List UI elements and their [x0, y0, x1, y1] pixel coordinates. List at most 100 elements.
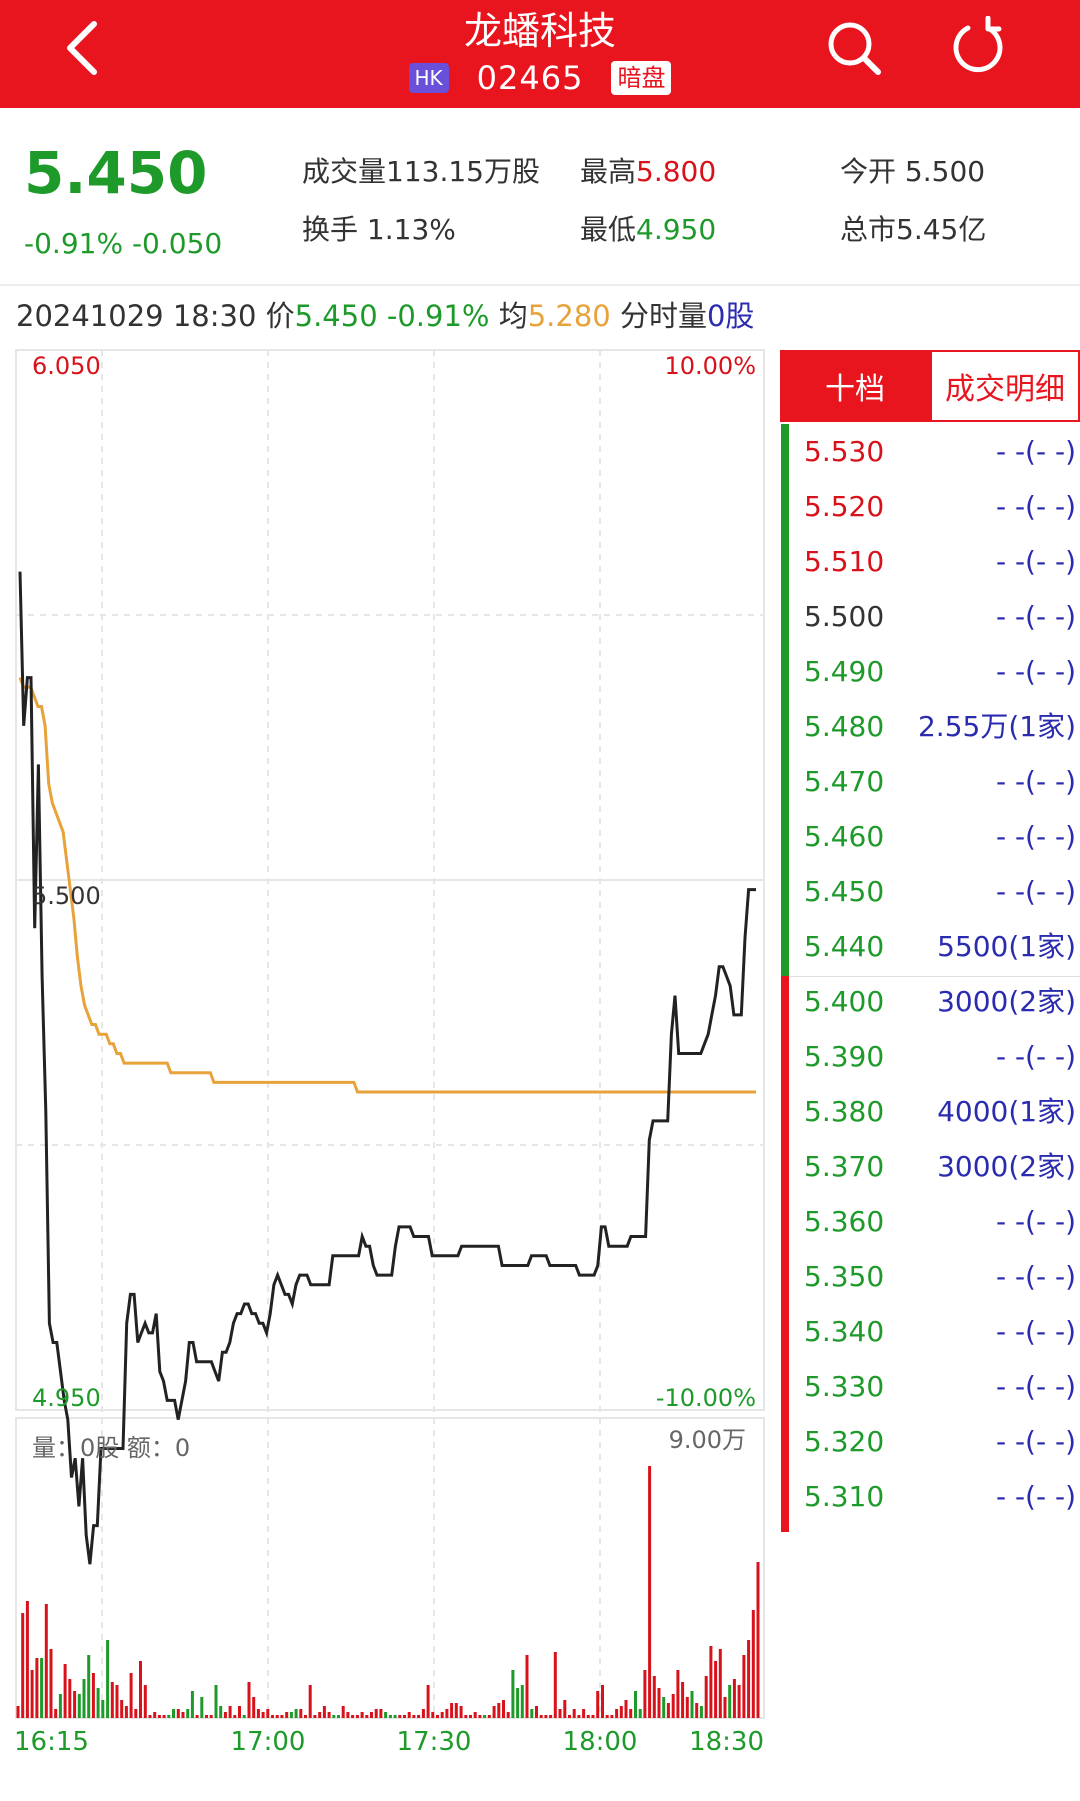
volume-bar	[615, 1709, 619, 1718]
volume-bar	[304, 1715, 307, 1718]
volume-bar	[676, 1670, 680, 1718]
level-quantity: - -(- -)	[995, 435, 1076, 468]
order-book-row[interactable]: 5.480 2.55万(1家)	[804, 699, 1076, 754]
level-quantity: 4000(1家)	[937, 1095, 1076, 1128]
order-book-row[interactable]: 5.440 5500(1家)	[804, 919, 1076, 974]
volume-bar	[313, 1715, 317, 1718]
order-book-row[interactable]: 5.360 - -(- -)	[804, 1194, 1076, 1249]
volume-bar	[351, 1715, 355, 1718]
volume-bar	[308, 1685, 312, 1718]
intraday-chart[interactable]: 6.050 10.00% 5.500 4.950 -10.00% 量：0股 额：0 9.00…	[14, 346, 766, 1766]
x-tick-label: 16:15	[14, 1727, 89, 1757]
turnover-value: 1.13%	[366, 213, 456, 246]
volume-bar	[195, 1715, 199, 1718]
high-value: 5.800	[636, 155, 717, 188]
volume-bar	[68, 1679, 72, 1718]
volume-bar	[685, 1697, 689, 1718]
order-book-row[interactable]: 5.390 - -(- -)	[804, 1029, 1076, 1084]
order-book-row[interactable]: 5.530 - -(- -)	[804, 424, 1076, 479]
info-datetime: 20241029 18:30	[16, 299, 257, 333]
volume-bar	[30, 1670, 34, 1718]
order-book-tabs: 十档 成交明细	[780, 350, 1080, 422]
volume-bar	[181, 1712, 185, 1718]
volume-bar	[751, 1610, 755, 1718]
volume-bar	[582, 1709, 586, 1718]
volume-bar	[756, 1562, 760, 1718]
order-book-row[interactable]: 5.350 - -(- -)	[804, 1249, 1076, 1304]
volume-bar	[120, 1700, 124, 1718]
low-label: 最低	[580, 213, 637, 246]
volume-bar	[568, 1715, 571, 1718]
volume-bar	[610, 1715, 614, 1718]
volume-bar	[73, 1691, 77, 1718]
order-book-row[interactable]: 5.330 - -(- -)	[804, 1359, 1076, 1414]
tab-ten-levels[interactable]: 十档	[780, 350, 930, 422]
volume-bar	[374, 1709, 378, 1718]
refresh-icon	[953, 15, 1003, 73]
level-price: 5.330	[804, 1370, 885, 1403]
volume-bar	[337, 1715, 340, 1718]
chart-labels: 6.050 10.00% 5.500 4.950 -10.00% 量：0股 额：0 9.00…	[14, 352, 764, 1757]
volume-bar	[209, 1715, 213, 1718]
order-book-row[interactable]: 5.340 - -(- -)	[804, 1304, 1076, 1359]
volume-bar	[167, 1715, 171, 1718]
search-button[interactable]	[822, 16, 886, 80]
back-button[interactable]	[56, 18, 116, 78]
y-min-pct-label: -10.00%	[656, 1384, 756, 1412]
volume-bar	[247, 1682, 251, 1718]
volume-bar	[732, 1679, 736, 1718]
volume-bar	[153, 1712, 157, 1718]
order-book-row[interactable]: 5.320 - -(- -)	[804, 1414, 1076, 1469]
order-book-row[interactable]: 5.450 - -(- -)	[804, 864, 1076, 919]
volume-bar	[379, 1709, 383, 1718]
volume-bar	[205, 1715, 208, 1718]
order-book-row[interactable]: 5.400 3000(2家)	[804, 974, 1076, 1029]
volume-bar	[365, 1715, 369, 1718]
volume-bar	[709, 1646, 713, 1718]
volume-bar	[605, 1715, 609, 1718]
volume-bars	[16, 1466, 760, 1718]
level-quantity: - -(- -)	[995, 875, 1076, 908]
volume-bar	[261, 1712, 265, 1718]
volume-stat: 成交量113.15万股	[302, 152, 540, 192]
volume-bar	[106, 1640, 110, 1718]
order-book-row[interactable]: 5.470 - -(- -)	[804, 754, 1076, 809]
volume-bar	[497, 1703, 501, 1718]
avg-price-line	[18, 677, 756, 1094]
volume-bar	[299, 1709, 303, 1718]
order-book-row[interactable]: 5.500 - -(- -)	[804, 589, 1076, 644]
volume-bar	[520, 1685, 524, 1718]
level-price: 5.470	[804, 765, 885, 798]
refresh-button[interactable]	[946, 15, 1010, 80]
volume-bar	[492, 1706, 496, 1718]
volume-bar	[54, 1709, 58, 1718]
volume-bar	[110, 1682, 114, 1718]
volume-bar	[63, 1664, 67, 1718]
level-quantity: - -(- -)	[995, 490, 1076, 523]
volume-bar	[190, 1691, 194, 1718]
session-badge: 暗盘	[611, 61, 672, 95]
volume-bar	[87, 1655, 91, 1718]
level-price: 5.340	[804, 1315, 885, 1348]
order-book-row[interactable]: 5.380 4000(1家)	[804, 1084, 1076, 1139]
volume-bar	[469, 1715, 472, 1718]
volume-bar	[619, 1706, 623, 1718]
volume-bar	[718, 1649, 722, 1718]
order-book-row[interactable]: 5.310 - -(- -)	[804, 1469, 1076, 1524]
volume-bar	[318, 1712, 322, 1718]
volume-bar	[82, 1679, 86, 1718]
high-stat: 最高5.800	[580, 152, 716, 192]
order-book-row[interactable]: 5.490 - -(- -)	[804, 644, 1076, 699]
volume-bar	[695, 1703, 699, 1718]
order-book-row[interactable]: 5.460 - -(- -)	[804, 809, 1076, 864]
volume-bar	[143, 1685, 147, 1718]
volume-bar	[704, 1676, 708, 1718]
info-vol-label: 分时量	[619, 299, 707, 333]
order-book-row[interactable]: 5.510 - -(- -)	[804, 534, 1076, 589]
tab-trade-details[interactable]: 成交明细	[930, 350, 1080, 422]
order-book-row[interactable]: 5.370 3000(2家)	[804, 1139, 1076, 1194]
order-book-row[interactable]: 5.520 - -(- -)	[804, 479, 1076, 534]
volume-bar	[252, 1697, 256, 1718]
turnover-stat: 换手 1.13%	[302, 210, 456, 250]
volume-bar	[355, 1715, 359, 1718]
